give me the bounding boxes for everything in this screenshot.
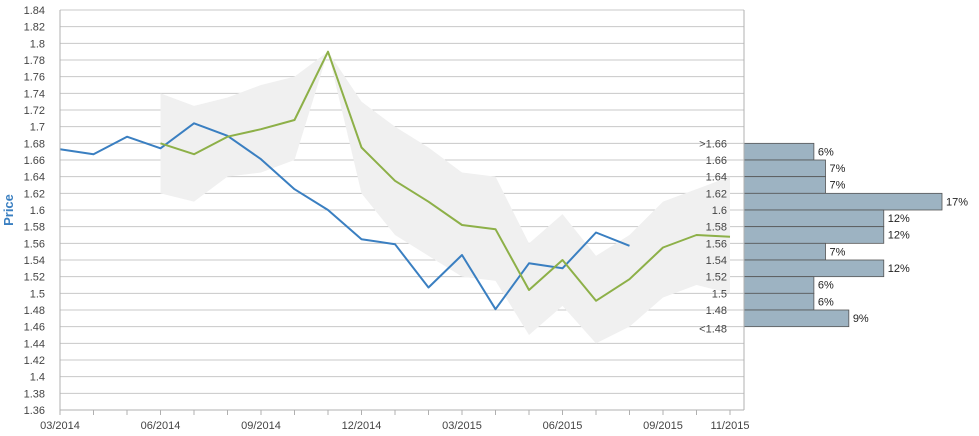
histogram-bin-label: <1.48	[699, 324, 727, 336]
histogram-pct-label: 17%	[946, 196, 968, 208]
y-tick-label: 1.68	[24, 138, 45, 150]
histogram-bin-label: >1.66	[699, 138, 727, 150]
x-tick-label: 06/2014	[141, 420, 181, 432]
y-tick-label: 1.54	[24, 255, 45, 267]
histogram-pct-label: 6%	[818, 280, 834, 292]
y-tick-label: 1.72	[24, 105, 45, 117]
x-tick-label: 12/2014	[342, 420, 382, 432]
y-tick-label: 1.66	[24, 155, 45, 167]
histogram-bar	[743, 209, 885, 228]
y-tick-label: 1.74	[24, 88, 45, 100]
histogram-bin-label: 1.54	[706, 255, 727, 267]
histogram-pct-label: 6%	[818, 146, 834, 158]
y-tick-label: 1.44	[24, 338, 45, 350]
forecast-band	[160, 51, 730, 344]
histogram-bin-label: 1.5	[712, 288, 727, 300]
x-tick-label: 09/2014	[241, 420, 281, 432]
price-histogram: 6% >1.66 7% 1.66 7% 1.64 17% 1.62 12% 1.6 12% 1.58 7…	[699, 138, 968, 335]
x-tick-label: 06/2015	[543, 420, 583, 432]
histogram-bin-label: 1.64	[706, 172, 727, 184]
histogram-pct-label: 12%	[888, 263, 910, 275]
histogram-pct-label: 6%	[818, 296, 834, 308]
y-axis-title: Price	[1, 194, 16, 226]
x-tick-label: 11/2015	[711, 420, 750, 432]
price-series	[59, 50, 731, 311]
histogram-pct-label: 7%	[830, 180, 846, 192]
histogram-bin-label: 1.56	[706, 238, 727, 250]
y-tick-label: 1.78	[24, 55, 45, 67]
y-tick-label: 1.62	[24, 188, 45, 200]
axes: 1.36 1.38 1.4 1.42 1.44 1.46 1.48 1.5 1.52 1.54 1.…	[24, 5, 750, 432]
y-tick-label: 1.76	[24, 72, 45, 84]
x-tick-label: 03/2015	[442, 420, 482, 432]
histogram-bin-label: 1.6	[712, 205, 727, 217]
y-tick-label: 1.7	[30, 122, 45, 134]
y-tick-label: 1.58	[24, 222, 45, 234]
y-tick-label: 1.56	[24, 238, 45, 250]
histogram-bar	[743, 276, 815, 294]
y-tick-label: 1.38	[24, 388, 45, 400]
histogram-bin-label: 1.62	[706, 188, 727, 200]
histogram-bar	[743, 176, 826, 194]
y-tick-label: 1.52	[24, 272, 45, 284]
y-tick-label: 1.46	[24, 322, 45, 334]
histogram-bar	[743, 259, 885, 278]
histogram-bin-label: 1.52	[706, 272, 727, 284]
histogram-bar	[743, 292, 815, 311]
y-tick-label: 1.8	[30, 38, 45, 50]
histogram-bin-label: 1.58	[706, 222, 727, 234]
histogram-bar	[743, 226, 885, 244]
histogram-pct-label: 12%	[888, 213, 910, 225]
histogram-pct-label: 9%	[853, 313, 869, 325]
y-tick-label: 1.64	[24, 172, 45, 184]
x-tick-label: 03/2014	[40, 420, 80, 432]
y-tick-label: 1.82	[24, 22, 45, 34]
histogram-bar	[743, 159, 826, 178]
histogram-bar	[743, 142, 815, 161]
y-tick-label: 1.48	[24, 305, 45, 317]
y-tick-label: 1.84	[24, 5, 45, 17]
histogram-bar	[743, 192, 943, 211]
histogram-pct-label: 7%	[830, 246, 846, 258]
series-line	[160, 50, 731, 302]
histogram-pct-label: 12%	[888, 230, 910, 242]
y-tick-label: 1.5	[30, 288, 45, 300]
series-line	[59, 122, 630, 311]
y-tick-label: 1.6	[30, 205, 45, 217]
histogram-bin-label: 1.48	[706, 305, 727, 317]
histogram-bin-label: 1.66	[706, 155, 727, 167]
y-tick-label: 1.4	[30, 372, 45, 384]
band-area	[160, 51, 730, 344]
histogram-bar	[743, 309, 850, 328]
histogram-bar	[743, 242, 826, 261]
histogram-pct-label: 7%	[830, 163, 846, 175]
y-tick-label: 1.42	[24, 355, 45, 367]
y-tick-label: 1.36	[24, 405, 45, 417]
x-tick-label: 09/2015	[643, 420, 683, 432]
